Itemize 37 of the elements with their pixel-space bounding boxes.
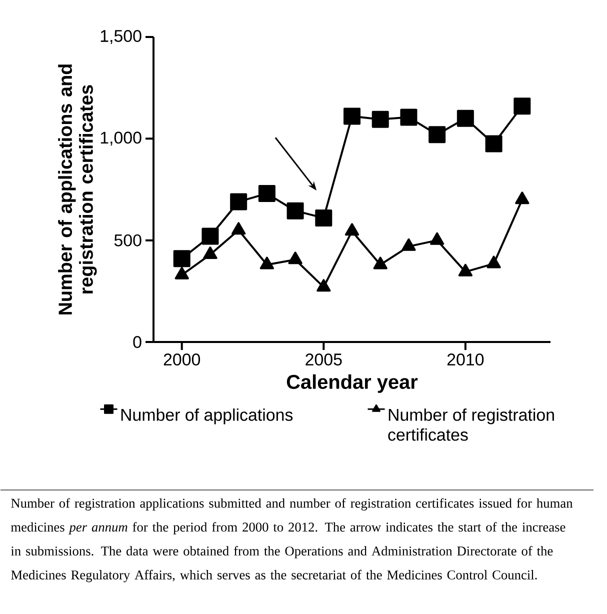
y-tick-label: 1,500 xyxy=(100,30,142,44)
point xyxy=(288,252,302,264)
point xyxy=(260,256,274,270)
y-tick-label: 1,000 xyxy=(100,132,142,146)
x-axis-title: Calendar year xyxy=(286,374,418,393)
x-tick-label: 2000 xyxy=(164,354,200,366)
legend-label: Number of registration certificates xyxy=(388,408,554,441)
text: Number of registration applications submitted and number of registration certificates issued for human medicines per annum for the period from 2000 to 2012. The arrow indicates the start of the increase in submissions. The data were obtained from the Operations and Administration Directorate of the Medicines Regulatory Affairs, which serves as the secretariat of the Medicines Control Council. xyxy=(10,498,572,582)
point xyxy=(400,108,417,126)
point xyxy=(373,256,388,270)
point xyxy=(513,98,530,115)
point xyxy=(174,266,189,280)
point xyxy=(372,110,389,128)
point xyxy=(314,209,332,226)
point xyxy=(231,222,246,235)
point xyxy=(201,228,218,245)
y-tick-label: 500 xyxy=(114,234,142,246)
point xyxy=(430,232,444,245)
x-tick-label: 2005 xyxy=(305,354,342,366)
x-tick-label: 2010 xyxy=(447,354,484,366)
point xyxy=(202,246,218,260)
point xyxy=(258,185,276,202)
point xyxy=(458,264,472,276)
point xyxy=(428,126,446,144)
legend-label: Number of applications xyxy=(121,408,292,424)
point xyxy=(485,135,502,152)
point xyxy=(316,279,330,292)
y-axis-title: Number of applications and registration certificates xyxy=(58,64,97,314)
point xyxy=(456,110,474,127)
point xyxy=(286,202,304,220)
point xyxy=(401,238,416,251)
point xyxy=(514,192,529,204)
y-tick-label: 0 xyxy=(132,336,142,348)
point xyxy=(344,223,359,236)
point xyxy=(230,193,247,210)
point xyxy=(486,256,501,268)
point xyxy=(343,108,360,125)
